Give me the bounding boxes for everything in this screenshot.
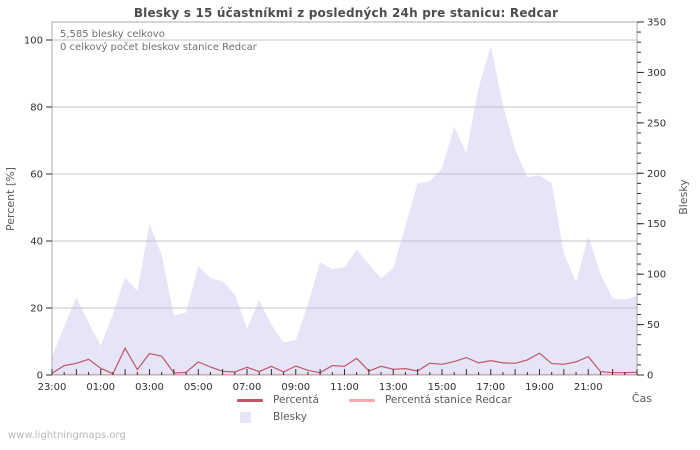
chart-legend: Percentá Percentá stanice Redcar Blesky <box>237 393 542 424</box>
y-right-tick-label: 150 <box>647 219 666 230</box>
x-tick-label: 13:00 <box>379 382 408 393</box>
x-tick-label: 03:00 <box>135 382 164 393</box>
legend-row-area: Blesky <box>237 410 542 424</box>
legend-label-percent-station: Percentá stanice Redcar <box>384 394 512 406</box>
x-tick-label: 11:00 <box>330 382 359 393</box>
x-tick-label: 23:00 <box>38 382 67 393</box>
y-right-tick-label: 250 <box>647 118 666 129</box>
x-tick-label: 15:00 <box>428 382 457 393</box>
chart-title: Blesky s 15 účastníkmi z posledných 24h … <box>133 6 559 20</box>
percent-line-swatch <box>237 398 263 402</box>
y-right-tick-label: 0 <box>647 371 653 382</box>
y-left-axis-label: Percent [%] <box>4 167 17 231</box>
annotation-total-strikes: 5,585 blesky celkovo <box>60 29 165 40</box>
y-right-tick-label: 300 <box>647 68 666 79</box>
x-tick-label: 05:00 <box>184 382 213 393</box>
x-tick-label: 07:00 <box>233 382 262 393</box>
legend-label-strikes: Blesky <box>273 411 307 423</box>
legend-item-percent: Percentá <box>237 394 319 406</box>
y-right-tick-label: 50 <box>647 320 660 331</box>
legend-label-percent: Percentá <box>273 394 319 406</box>
x-tick-label: 17:00 <box>476 382 505 393</box>
chart-annotation: 5,585 blesky celkovo 0 celkový počet ble… <box>60 28 257 54</box>
legend-row-lines: Percentá Percentá stanice Redcar <box>237 393 542 407</box>
x-tick-label: 01:00 <box>86 382 115 393</box>
x-axis-label: Čas <box>632 392 652 405</box>
strikes-area-swatch <box>240 411 251 423</box>
y-left-tick-label: 40 <box>30 237 43 248</box>
legend-item-percent-station: Percentá stanice Redcar <box>348 394 512 406</box>
watermark-text: www.lightningmaps.org <box>8 430 126 441</box>
y-left-tick-label: 100 <box>24 36 43 47</box>
x-tick-label: 21:00 <box>574 382 603 393</box>
y-left-tick-label: 20 <box>30 304 43 315</box>
percent-line-series <box>51 346 638 375</box>
x-tick-label: 09:00 <box>281 382 310 393</box>
y-right-axis-label: Blesky <box>677 179 690 215</box>
strikes-area-series <box>52 46 637 375</box>
y-left-tick-label: 60 <box>30 170 43 181</box>
percent-station-line-swatch <box>348 398 375 402</box>
x-tick-label: 19:00 <box>525 382 554 393</box>
y-left-tick-label: 0 <box>37 371 43 382</box>
annotation-station-total: 0 celkový počet bleskov stanice Redcar <box>60 42 257 53</box>
y-left-tick-label: 80 <box>30 103 43 114</box>
y-right-tick-label: 350 <box>647 18 666 29</box>
y-right-tick-label: 100 <box>647 270 666 281</box>
y-right-tick-label: 200 <box>647 169 666 180</box>
